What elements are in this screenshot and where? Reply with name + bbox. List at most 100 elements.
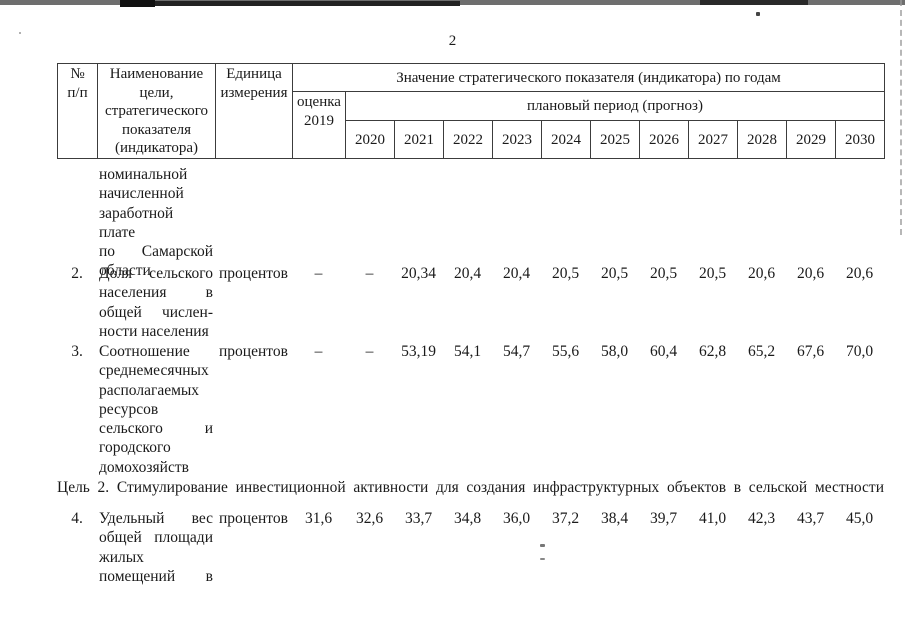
scan-speck — [756, 12, 760, 16]
indicator-name-line: жилых — [99, 548, 144, 566]
header-year-cell: 2025 — [590, 120, 640, 159]
indicator-name-line: населения в — [99, 284, 213, 302]
row-indicator-name: Доля сельского населения в общей числен-но… — [97, 264, 215, 341]
indicator-name-line: Соотношение — [99, 343, 190, 360]
header-year-cell: 2023 — [492, 120, 542, 159]
indicator-name-line: по Самарской — [99, 243, 213, 261]
table-row: 2. Доля сельского населения в общей числен-… — [57, 264, 884, 341]
row-value: 60,4 — [649, 343, 678, 360]
row-value: 42,3 — [747, 510, 776, 527]
table-row: 3. Соотношение среднемесячных располагаемых… — [57, 342, 884, 477]
indicator-name-line: общей числен- — [99, 303, 213, 321]
row-value: 20,6 — [747, 265, 776, 282]
scan-artifact-edge-line — [900, 0, 902, 235]
header-year-cell: 2029 — [786, 120, 836, 159]
scan-speck — [540, 544, 545, 547]
row-value: 53,19 — [401, 343, 436, 360]
indicator-name-line: области — [99, 262, 151, 280]
row-value: 20,6 — [796, 265, 825, 282]
row-value: 67,6 — [796, 343, 825, 360]
indicator-name-line: среднемесячных — [99, 362, 209, 380]
row-value: 45,0 — [845, 510, 874, 527]
indicator-name-line: Удельный вес — [99, 510, 213, 527]
row-value: 31,6 — [304, 510, 333, 527]
row-number: 2. — [71, 265, 83, 282]
row-value: 70,0 — [845, 343, 874, 360]
indicator-name-line: домохозяйств — [99, 458, 189, 476]
row-value: 20,6 — [845, 265, 874, 282]
header-year-cell: 2026 — [639, 120, 689, 159]
scan-speck — [19, 32, 21, 34]
row-value: – — [314, 265, 323, 282]
row-value: 62,8 — [698, 343, 727, 360]
header-year-cell: 2028 — [737, 120, 787, 159]
header-cell-num: № п/п — [57, 63, 98, 159]
row-value: 33,7 — [404, 510, 433, 527]
indicator-name-line: общей площади — [99, 529, 213, 547]
header-year-cell: 2020 — [345, 120, 395, 159]
header-year-cell: 2022 — [443, 120, 493, 159]
row-value: 34,8 — [453, 510, 482, 527]
indicator-name-line: сельского и — [99, 420, 213, 438]
indicator-name-line: ности населения — [99, 322, 209, 340]
indicator-name-line: располагаемых — [99, 381, 200, 399]
header-year-row: 2020 2021 2022 2023 2024 2025 2026 2027 2028 2029… — [58, 120, 885, 159]
scan-speck — [540, 558, 545, 560]
header-cell-plan-period: плановый период (прогноз) — [345, 91, 885, 121]
row-value: 65,2 — [747, 343, 776, 360]
row-indicator-name: номинальной начисленной заработной плате по… — [97, 165, 215, 281]
header-year-cell: 2027 — [688, 120, 738, 159]
indicator-name-line: номинальной — [99, 166, 188, 183]
header-cell-estimate-2019: оценка 2019 — [292, 91, 346, 159]
row-value: – — [365, 343, 374, 360]
row-indicator-name: Удельный вес общей площади жилых помещений … — [97, 509, 215, 586]
header-year-cell: 2030 — [835, 120, 885, 159]
header-year-cell: 2021 — [394, 120, 444, 159]
header-cell-name: Наименование цели, стратегического показ… — [97, 63, 216, 159]
row-value: 20,34 — [401, 265, 436, 282]
section-title-goal-2: Цель 2. Стимулирование инвестиционной ак… — [57, 479, 884, 496]
page-number: 2 — [448, 33, 457, 49]
scan-artifact-top-bar — [0, 0, 905, 7]
row-unit: процентов — [219, 343, 288, 360]
row-value: 20,5 — [649, 265, 678, 282]
row-unit: процентов — [219, 265, 288, 282]
row-number: 4. — [71, 510, 83, 527]
row-indicator-name: Соотношение среднемесячных располагаемых ре… — [97, 342, 215, 477]
indicator-name-line: Доля сельского — [99, 265, 213, 282]
row-value: 38,4 — [600, 510, 629, 527]
row-value: 54,1 — [453, 343, 482, 360]
header-year-cell: 2024 — [541, 120, 591, 159]
header-cell-unit: Единица измерения — [215, 63, 293, 159]
row-value: 20,5 — [698, 265, 727, 282]
scan-artifact-segment — [700, 0, 808, 5]
header-cell-values-by-years: Значение стратегического показателя (инд… — [292, 63, 885, 92]
indicator-name-line: помещений в — [99, 567, 213, 585]
row-value: 41,0 — [698, 510, 727, 527]
row-unit: процентов — [219, 510, 288, 527]
row-value: 20,5 — [600, 265, 629, 282]
row-value: 20,4 — [502, 265, 531, 282]
row-value: 36,0 — [502, 510, 531, 527]
row-value: – — [365, 265, 374, 282]
row-value: 55,6 — [551, 343, 580, 360]
table-row: номинальной начисленной заработной плате по… — [57, 165, 884, 281]
indicator-name-line: заработной плате — [99, 204, 174, 241]
indicator-name-line: ресурсов — [99, 400, 159, 418]
row-value: 20,5 — [551, 265, 580, 282]
indicator-name-line: начисленной — [99, 185, 184, 203]
row-number: 3. — [71, 343, 83, 360]
indicator-table-header: № п/п Наименование цели, стратегического… — [57, 63, 885, 159]
row-value: 58,0 — [600, 343, 629, 360]
row-value: 39,7 — [649, 510, 678, 527]
scan-artifact-segment — [120, 0, 155, 7]
row-value: 37,2 — [551, 510, 580, 527]
row-value: – — [314, 343, 323, 360]
row-value: 20,4 — [453, 265, 482, 282]
table-row: 4. Удельный вес общей площади жилых помещени… — [57, 509, 884, 586]
row-value: 32,6 — [355, 510, 384, 527]
row-value: 43,7 — [796, 510, 825, 527]
scan-artifact-segment — [155, 1, 460, 6]
indicator-name-line: городского — [99, 439, 171, 457]
